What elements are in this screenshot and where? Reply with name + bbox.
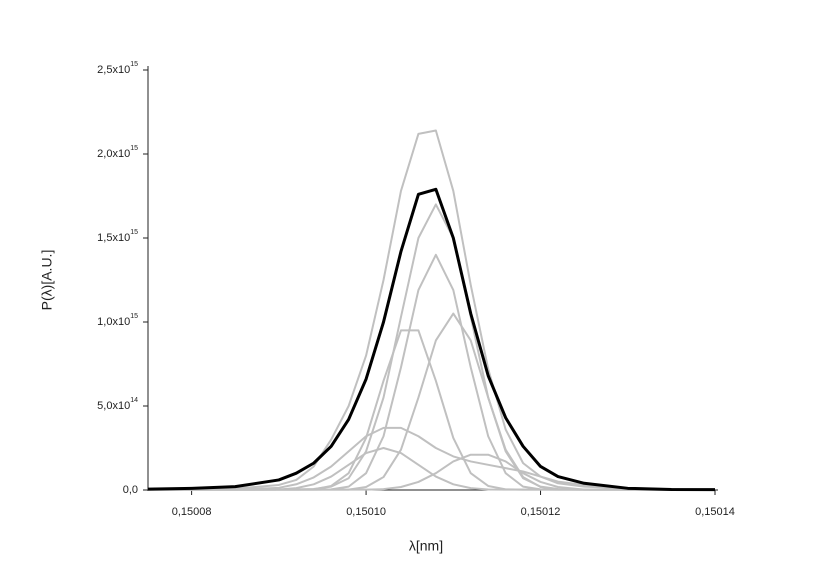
y-tick-base: 1,0x10 bbox=[97, 316, 130, 328]
line-series bbox=[148, 447, 715, 491]
y-tick-exponent: 14 bbox=[130, 397, 138, 404]
y-tick-exponent: 15 bbox=[130, 145, 138, 152]
y-tick-base: 2,5x10 bbox=[97, 64, 130, 76]
y-tick-base: 1,5x10 bbox=[97, 232, 130, 244]
x-axis-title: λ[nm] bbox=[409, 538, 443, 554]
line-series bbox=[148, 426, 716, 491]
y-tick-exponent: 15 bbox=[130, 61, 138, 68]
y-tick-base: 5,0x10 bbox=[97, 400, 130, 412]
y-tick-label: 1,5x1015 bbox=[97, 229, 138, 244]
y-tick-label: 5,0x1014 bbox=[97, 397, 138, 412]
y-tick-exponent: 15 bbox=[130, 229, 138, 236]
y-tick-label: 0,0 bbox=[123, 484, 138, 496]
x-tick-label: 0,15014 bbox=[695, 506, 735, 518]
x-tick-label: 0,15012 bbox=[521, 506, 561, 518]
line-series bbox=[148, 453, 715, 491]
y-tick-label: 2,5x1015 bbox=[97, 61, 138, 76]
y-tick-label: 1,0x1015 bbox=[97, 313, 138, 328]
y-tick-exponent: 15 bbox=[130, 313, 138, 320]
x-tick-label: 0,15008 bbox=[172, 506, 212, 518]
x-tick-label: 0,15010 bbox=[346, 506, 386, 518]
y-axis-title: P(λ)[A.U.] bbox=[39, 250, 55, 311]
y-tick-label: 2,0x1015 bbox=[97, 145, 138, 160]
y-tick-base: 0,0 bbox=[123, 484, 138, 496]
y-tick-base: 2,0x10 bbox=[97, 148, 130, 160]
line-series bbox=[147, 187, 716, 492]
line-series bbox=[147, 129, 716, 491]
